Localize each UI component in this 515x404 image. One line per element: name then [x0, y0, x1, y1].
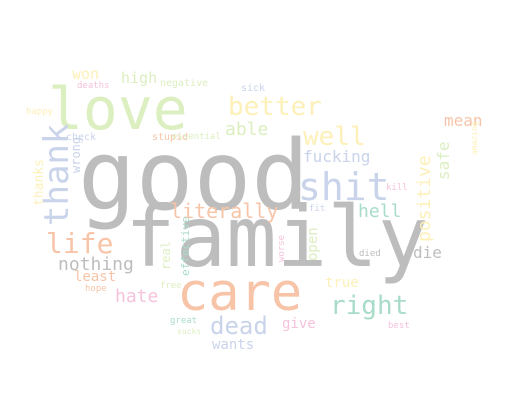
word-deaths: deaths [77, 81, 110, 91]
word-hate: hate [115, 286, 159, 307]
word-nothing: nothing [58, 254, 134, 275]
word-care: care [177, 263, 303, 323]
word-best: best [388, 321, 410, 331]
word-kill: kill [386, 183, 408, 193]
word-shit: shit [298, 165, 390, 209]
word-good: good [78, 120, 310, 232]
word-true: true [325, 275, 359, 291]
word-worse: worse [277, 234, 287, 262]
word-safe: safe [434, 141, 453, 180]
word-stupid: stupid [152, 132, 189, 143]
word-hell: hell [358, 201, 402, 222]
word-great: great [170, 316, 198, 326]
word-fucking: fucking [303, 147, 371, 166]
word-thanks: thanks [32, 159, 47, 206]
word-right: right [330, 291, 409, 321]
word-life: life [46, 227, 114, 260]
word-sick: sick [241, 83, 266, 94]
word-fit: fit [309, 204, 326, 214]
word-negative: negative [160, 78, 209, 89]
word-check: check [66, 132, 97, 143]
word-love: love [48, 75, 188, 143]
word-well: well [303, 122, 366, 152]
word-able: able [225, 119, 269, 140]
word-high: high [121, 69, 158, 87]
word-family: family [125, 188, 429, 286]
word-wants: wants [212, 337, 255, 353]
word-give: give [282, 316, 316, 332]
word-positive: positive [414, 155, 435, 242]
word-least: least [74, 269, 117, 285]
word-mean: mean [444, 111, 483, 130]
word-effective: effective [179, 216, 192, 276]
word-won: won [72, 65, 100, 83]
word-die: die [413, 243, 442, 262]
word-essential: essential [172, 132, 221, 142]
word-dead: dead [210, 312, 268, 340]
word-real: real [159, 241, 173, 270]
word-amazing: amazing [470, 121, 479, 155]
word-hope: hope [85, 284, 107, 294]
word-sucks: sucks [177, 327, 202, 336]
word-died: died [359, 249, 381, 259]
word-literally: literally [170, 199, 279, 223]
word-free: free [160, 281, 182, 291]
word-open: open [305, 227, 321, 261]
word-better: better [228, 92, 322, 122]
word-happy: happy [26, 107, 54, 117]
